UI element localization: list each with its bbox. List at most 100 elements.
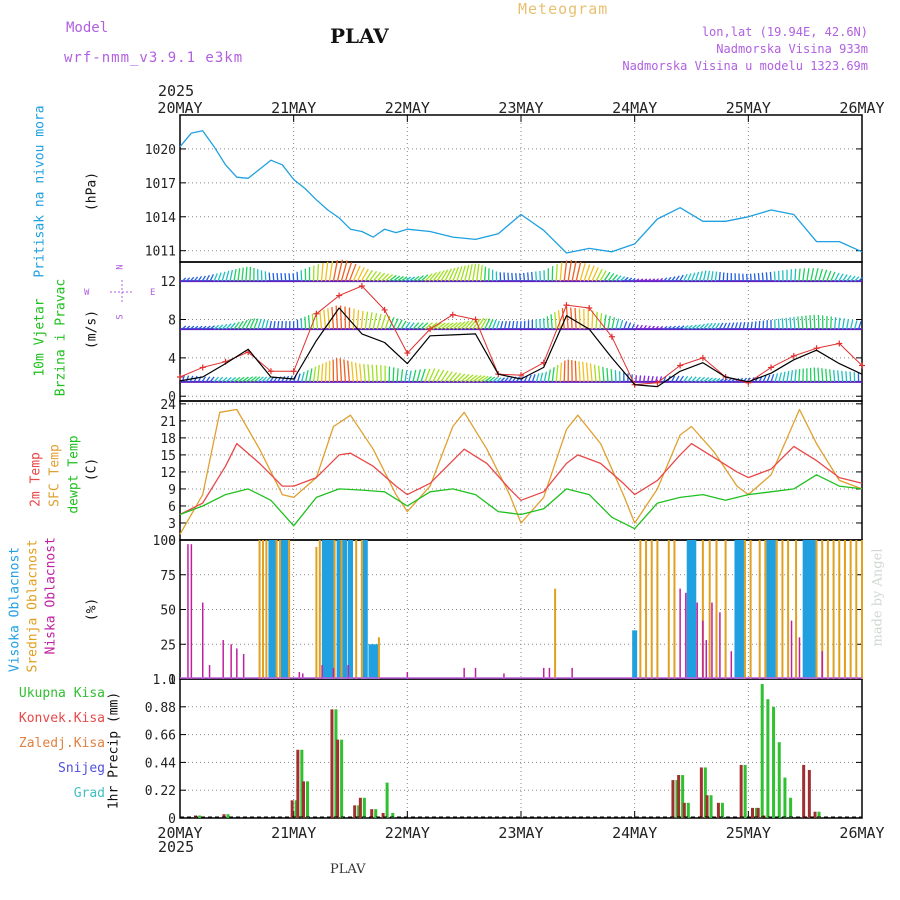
gust-marker [768,364,775,371]
wind-arrow [817,367,820,382]
cloud-bar [271,540,277,679]
wind-arrow [655,278,659,282]
precip-bar [686,802,690,818]
wind-arrow [209,325,215,330]
gust-marker [427,326,434,333]
wind-arrow [675,325,681,330]
cloud-bar [348,540,353,679]
wind-arrow [834,272,840,282]
cloud-bar [719,612,721,679]
y-tick-label: 18 [160,432,176,447]
wind-arrow [675,275,680,282]
wind-arrow [217,376,224,383]
year-top: 2025 [158,82,195,100]
wind-arrow [595,311,598,330]
x-tick-label-bottom: 22MAY [385,824,430,842]
wind-arrow [448,372,458,383]
wind-arrow [542,318,545,330]
wind-arrow [695,376,701,383]
gust-marker [745,379,752,386]
wind-arrow [221,271,226,282]
wind-arrow [607,273,615,282]
wind-arrow [857,320,862,330]
wind-arrow [631,278,636,282]
temp-label-dew: dewpt Temp [66,435,82,514]
wind-arrow [261,376,268,383]
cloud-bar [790,620,793,679]
cloud-bar [368,644,374,679]
wind-arrow [726,322,731,330]
wind-arrow [348,263,357,282]
x-tick-label-top: 20MAY [157,99,202,117]
wind-arrow [750,321,753,330]
wind-arrow [790,370,794,382]
wind-arrow [591,310,594,330]
wind-arrow [408,322,415,330]
wind-arrow [687,324,693,330]
wind-arrow [324,362,327,382]
wind-arrow [535,271,537,282]
x-tick-label-top: 25MAY [726,99,771,117]
cloud-bar [265,540,268,679]
y-tick-label: 1.1 [153,673,176,688]
cloud-bar [336,540,342,679]
cloud-bar [749,540,752,679]
y-tick-label: 15 [160,449,176,464]
wind-arrow [225,376,232,383]
wind-arrow [781,318,784,330]
wind-arrow [420,322,429,330]
precip-bar [336,739,340,818]
wind-arrow [675,375,680,383]
wind-arrow [718,322,724,330]
precip-bar [755,807,759,818]
wind-arrow [500,377,505,383]
wind-arrow [440,322,450,330]
wind-arrow [424,322,433,330]
wind-arrow [531,374,536,383]
wind-arrow [606,367,609,382]
year-bottom: 2025 [158,838,195,856]
wind-arrow [237,376,245,383]
cloud-bar [849,540,852,679]
wind-arrow [706,270,711,282]
wind-arrow [209,274,214,282]
wind-arrow [813,367,816,382]
wind-arrow [472,374,482,383]
wind-arrow [615,275,622,282]
wind-arrow [801,315,804,330]
wind-arrow [312,366,317,382]
wind-arrow [364,311,369,330]
wind-arrow [480,265,483,282]
wind-arrow [647,278,652,282]
wind-arrow [354,362,358,382]
precip-bar [682,802,686,818]
wind-arrow [687,376,693,383]
precip-bar [675,780,679,818]
cloud-bar [318,540,321,679]
wind-arrow [205,274,210,282]
gust-marker [290,368,297,375]
wind-arrow [818,268,824,282]
wind-arrow [691,324,697,330]
wind-arrow [565,307,569,330]
y-tick-label: 12 [160,275,176,290]
cloud-bar [236,648,238,679]
y-tick-label: 0.88 [145,701,176,716]
wind-arrow [838,317,841,330]
wind-arrow [197,325,203,330]
wind-arrow [249,318,256,330]
wind-arrow [597,365,601,382]
precip-bar [340,739,344,818]
wind-arrow [563,260,568,282]
wind-arrow [241,267,244,282]
wind-arrow [503,320,507,330]
x-tick-label-top: 21MAY [271,99,316,117]
legend-total: Ukupna Kisa [18,686,105,701]
wind-arrow [444,322,454,330]
wind-arrow [396,368,399,382]
wind-arrow [265,376,271,383]
wind-arrow [288,273,291,282]
gust-marker [790,352,797,359]
pressure-label: Pritisak na nivou mora [32,105,48,278]
y-tick-label: 1017 [145,177,176,192]
